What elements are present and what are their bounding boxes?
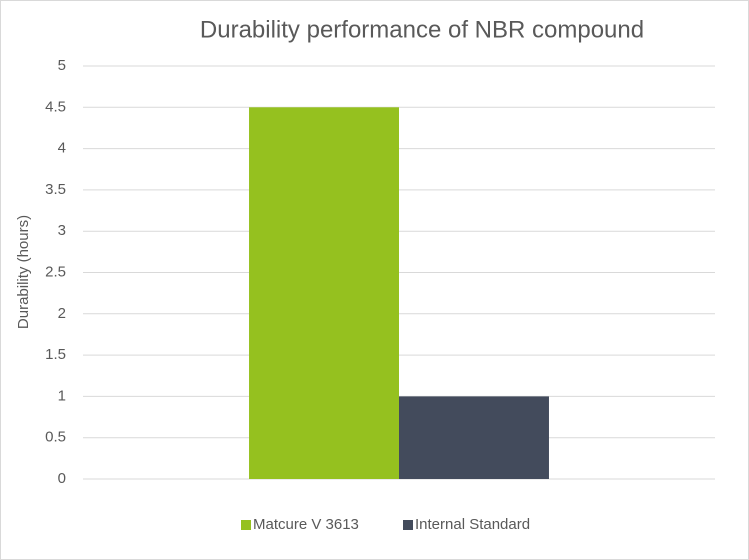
y-tick-label: 2 — [58, 305, 66, 322]
y-tick-label: 1 — [58, 387, 66, 404]
legend-swatch — [403, 520, 413, 530]
y-tick-label: 4 — [58, 140, 66, 157]
chart-title: Durability performance of NBR compound — [200, 16, 644, 43]
y-tick-label: 0 — [58, 470, 66, 487]
y-tick-label: 3.5 — [45, 181, 66, 198]
y-tick-label: 0.5 — [45, 429, 66, 446]
y-tick-label: 5 — [58, 57, 66, 74]
legend-label: Internal Standard — [415, 516, 530, 533]
y-tick-label: 4.5 — [45, 98, 66, 115]
y-tick-label: 3 — [58, 222, 66, 239]
legend-swatch — [241, 520, 251, 530]
legend-label: Matcure V 3613 — [253, 516, 359, 533]
y-tick-label: 2.5 — [45, 263, 66, 280]
bar — [249, 107, 399, 480]
bar — [399, 396, 549, 479]
y-tick-label: 1.5 — [45, 346, 66, 363]
y-axis-label: Durability (hours) — [15, 215, 32, 329]
